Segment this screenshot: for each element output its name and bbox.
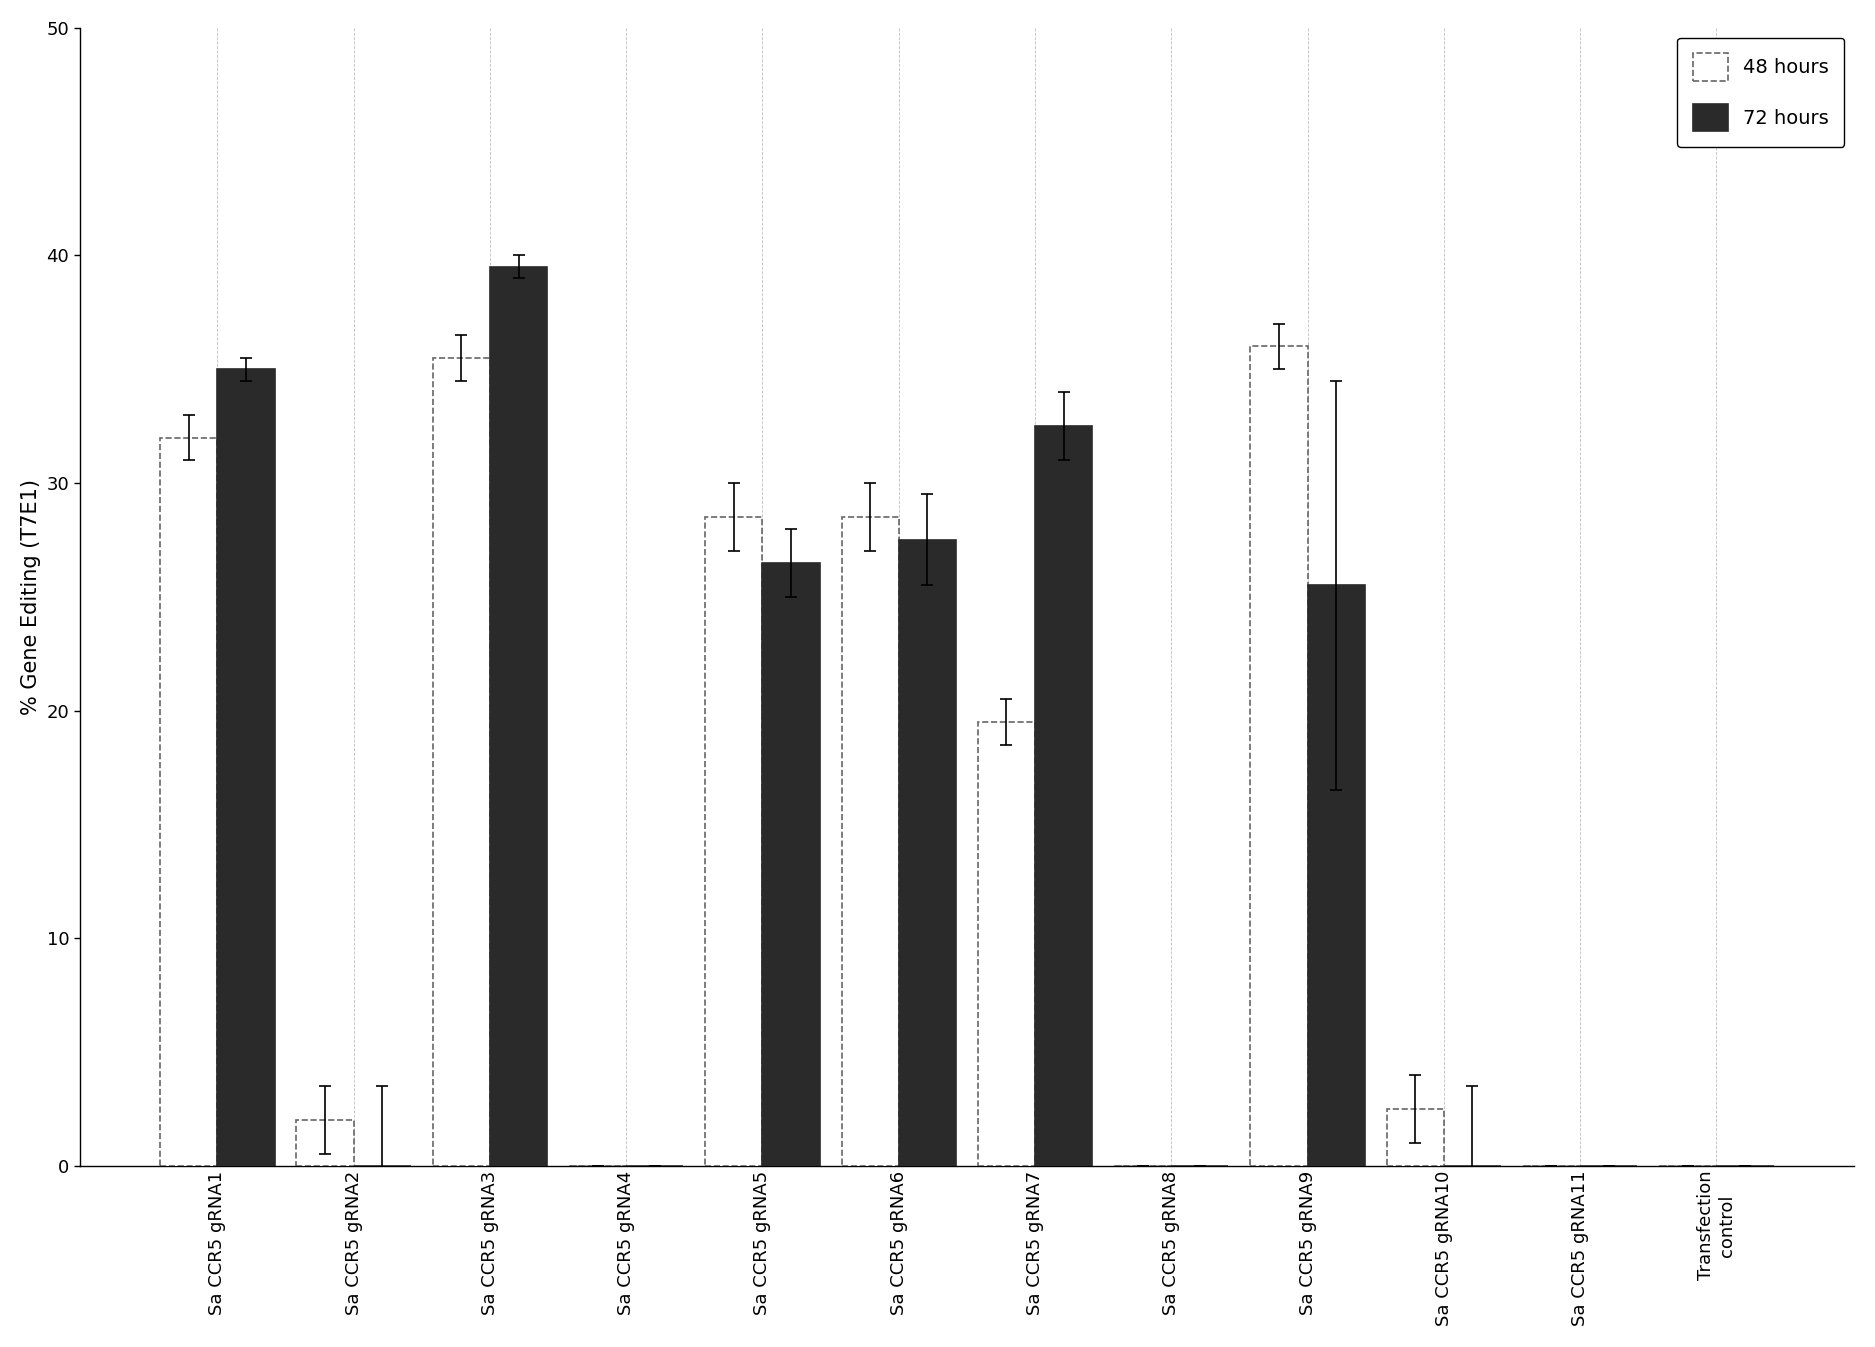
Bar xyxy=(842,517,898,1165)
Bar xyxy=(898,540,956,1165)
Bar xyxy=(1251,346,1307,1165)
Bar xyxy=(1307,586,1365,1165)
Bar xyxy=(705,517,763,1165)
Bar xyxy=(218,369,274,1165)
Bar xyxy=(159,438,218,1165)
Legend: 48 hours, 72 hours: 48 hours, 72 hours xyxy=(1676,38,1845,147)
Bar xyxy=(1035,426,1093,1165)
Bar xyxy=(977,722,1035,1165)
Bar xyxy=(763,563,819,1165)
Y-axis label: % Gene Editing (T7E1): % Gene Editing (T7E1) xyxy=(21,478,41,715)
Bar xyxy=(433,358,489,1165)
Bar xyxy=(489,267,548,1165)
Bar xyxy=(296,1121,354,1165)
Bar xyxy=(1386,1109,1444,1165)
